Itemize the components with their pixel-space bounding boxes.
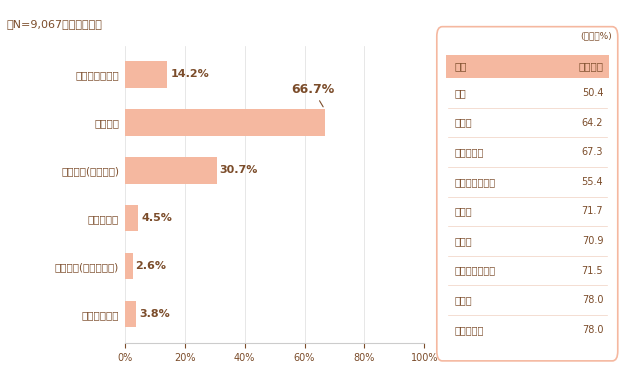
Text: 心疾患: 心疾患 <box>455 117 472 128</box>
Text: 71.5: 71.5 <box>582 266 603 275</box>
Bar <box>125 301 136 327</box>
Text: 肝疾患: 肝疾患 <box>455 236 472 246</box>
Text: 30.7%: 30.7% <box>220 165 258 175</box>
Text: 78.0: 78.0 <box>582 325 603 335</box>
Bar <box>125 61 167 88</box>
Text: 64.2: 64.2 <box>582 117 603 128</box>
Text: (単位：%): (単位：%) <box>580 32 612 41</box>
Bar <box>125 157 217 184</box>
Text: 67.3: 67.3 <box>582 147 603 157</box>
Text: 55.4: 55.4 <box>582 177 603 187</box>
Text: 脂質異常症: 脂質異常症 <box>455 325 484 335</box>
Text: 50.4: 50.4 <box>582 88 603 98</box>
Text: 脳血管疾患: 脳血管疾患 <box>455 147 484 157</box>
Text: 3.8%: 3.8% <box>139 309 170 319</box>
Text: 膜》すい「疾患: 膜》すい「疾患 <box>455 266 496 275</box>
Text: 66.7%: 66.7% <box>291 83 334 107</box>
Text: 70.9: 70.9 <box>582 236 603 246</box>
Text: 動脈・静脈疾患: 動脈・静脈疾患 <box>455 177 496 187</box>
Text: 71.7: 71.7 <box>582 206 603 216</box>
Bar <box>125 253 132 279</box>
Text: ［N=9,067／複数回答］: ［N=9,067／複数回答］ <box>6 19 102 29</box>
Text: 賢疾患: 賢疾患 <box>455 206 472 216</box>
Bar <box>125 109 324 136</box>
Text: 疾病: 疾病 <box>455 61 467 71</box>
Text: 糖尿病: 糖尿病 <box>455 295 472 305</box>
Text: 2.6%: 2.6% <box>135 261 167 271</box>
Bar <box>446 54 608 78</box>
Text: 14.2%: 14.2% <box>170 69 209 80</box>
Bar <box>125 205 139 231</box>
Text: 4.5%: 4.5% <box>141 213 172 223</box>
Text: がん: がん <box>455 88 467 98</box>
Text: 薬物治療: 薬物治療 <box>578 61 603 71</box>
Text: 78.0: 78.0 <box>582 295 603 305</box>
FancyBboxPatch shape <box>437 27 618 361</box>
